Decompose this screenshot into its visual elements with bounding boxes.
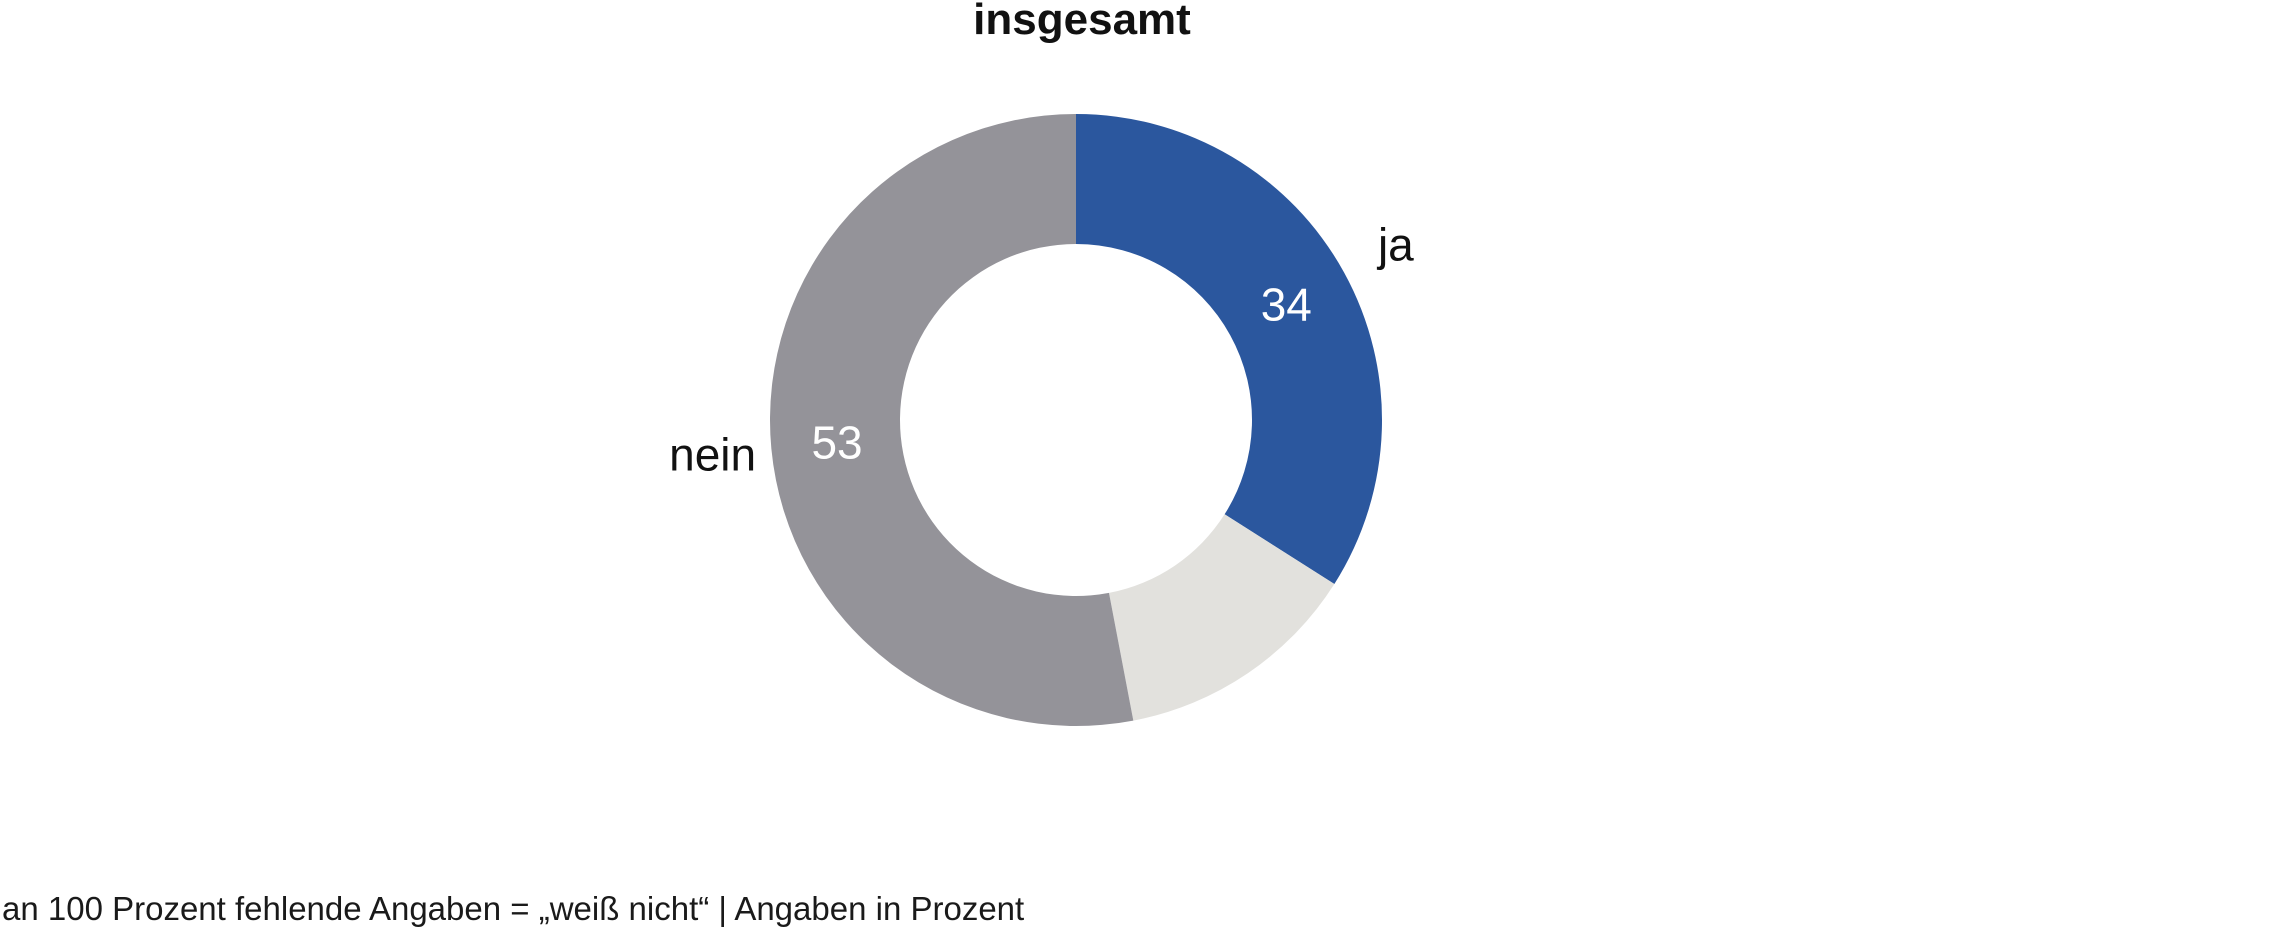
segment-value-nein: 53 (811, 417, 862, 469)
pie-segment-wei-nicht (1108, 514, 1335, 721)
pie-segment-ja (1076, 114, 1383, 584)
segment-value-ja: 34 (1261, 278, 1312, 330)
pie-segment-nein (769, 114, 1134, 726)
chart-footnote: an 100 Prozent fehlende Angaben = „weiß … (2, 890, 1025, 927)
segment-label-nein: nein (669, 428, 756, 480)
segment-label-ja: ja (1376, 218, 1414, 270)
chart-title: insgesamt (973, 0, 1191, 44)
